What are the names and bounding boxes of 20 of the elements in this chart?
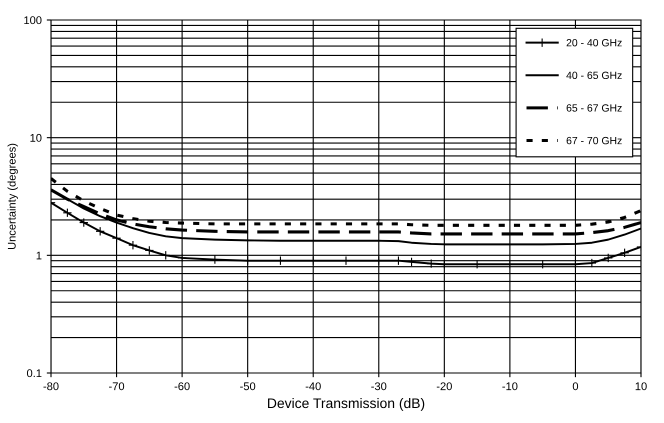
y-tick-label: 100 xyxy=(24,16,42,24)
legend-label: 65 - 67 GHz xyxy=(566,104,622,112)
legend-label: 40 - 65 GHz xyxy=(566,72,622,80)
x-tick-label: -50 xyxy=(240,382,256,390)
x-axis-title: Device Transmission (dB) xyxy=(268,398,424,411)
x-tick-label: -80 xyxy=(43,382,59,390)
x-tick-label: -60 xyxy=(174,382,190,390)
x-tick-label: -10 xyxy=(502,382,518,390)
x-tick-label: 10 xyxy=(636,382,647,390)
y-tick-label: 10 xyxy=(30,134,42,142)
y-tick-label: 1 xyxy=(36,252,42,260)
x-tick-label: 0 xyxy=(572,382,578,390)
y-tick-label: 0.1 xyxy=(26,369,42,378)
x-tick-label: -20 xyxy=(436,382,452,390)
y-axis-title: Uncertainty (degrees) xyxy=(8,144,18,250)
legend-label: 67 - 70 GHz xyxy=(566,136,622,144)
legend-label: 20 - 40 GHz xyxy=(566,39,622,46)
x-tick-label: -70 xyxy=(109,382,124,390)
x-tick-label: -30 xyxy=(371,382,386,390)
x-tick-label: -40 xyxy=(306,382,321,390)
